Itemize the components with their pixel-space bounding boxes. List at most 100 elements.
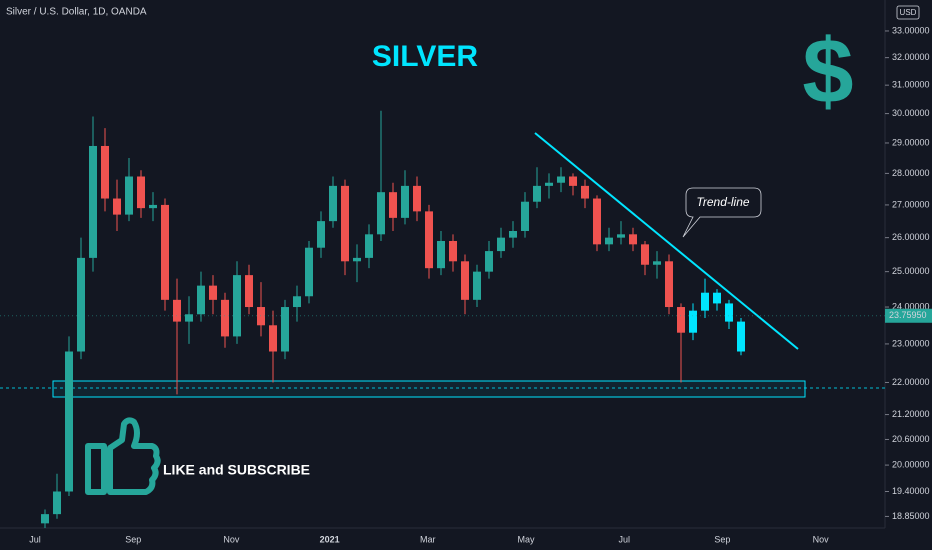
candle-body	[701, 292, 709, 311]
y-tick-label: 27.00000	[892, 199, 930, 209]
candle-body	[389, 192, 397, 218]
candle-body	[353, 257, 361, 262]
x-tick-label: May	[517, 534, 535, 544]
x-tick-label: Mar	[420, 534, 436, 544]
candle-body	[221, 299, 229, 337]
candle-body	[377, 192, 385, 235]
candle-body	[437, 240, 445, 269]
candle-body	[641, 244, 649, 265]
candle-body	[317, 221, 325, 248]
y-tick-label: 28.00000	[892, 168, 930, 178]
y-tick-label: 33.00000	[892, 25, 930, 35]
candle-body	[413, 185, 421, 212]
last-price-label: 23.75950	[889, 310, 927, 320]
candle-body	[125, 176, 133, 215]
candle-body	[677, 307, 685, 333]
candle-body	[77, 257, 85, 352]
candle-body	[497, 237, 505, 252]
currency-label: USD	[900, 8, 917, 17]
candle-body	[725, 303, 733, 322]
candle-body	[89, 145, 97, 258]
candle-body	[185, 314, 193, 322]
candle-body	[713, 292, 721, 304]
x-tick-label: Jul	[618, 534, 630, 544]
candle-body	[245, 275, 253, 308]
candle-body	[41, 514, 49, 524]
candle-body	[365, 234, 373, 258]
trend-line-label: Trend-line	[696, 195, 749, 209]
dollar-icon: $	[802, 20, 853, 122]
y-tick-label: 20.60000	[892, 434, 930, 444]
y-tick-label: 31.00000	[892, 80, 930, 90]
x-tick-label: 2021	[320, 534, 340, 544]
y-tick-label: 29.00000	[892, 137, 930, 147]
symbol-header: Silver / U.S. Dollar, 1D, OANDA	[6, 7, 147, 18]
callout-box	[682, 187, 762, 238]
candle-body	[329, 185, 337, 222]
candle-body	[665, 261, 673, 308]
plot: 33.00000 32.00000 31.00000 30.00000 29.00000…	[0, 25, 932, 544]
candle-body	[137, 176, 145, 209]
candle-body	[593, 198, 601, 245]
y-tick-label: 25.00000	[892, 266, 930, 276]
thumb-hand	[107, 417, 161, 495]
candle-body	[557, 176, 565, 183]
candle-body	[629, 234, 637, 245]
candle-body	[569, 176, 577, 186]
y-tick-label: 20.00000	[892, 459, 930, 469]
subscribe-text: LIKE and SUBSCRIBE	[163, 462, 310, 478]
candle-body	[449, 240, 457, 262]
candle-body	[149, 204, 157, 209]
candle-body	[305, 247, 313, 297]
candle-body	[581, 185, 589, 199]
y-tick-label: 21.20000	[892, 409, 930, 419]
trend-line	[534, 132, 799, 350]
y-tick-label: 32.00000	[892, 52, 930, 62]
x-tick-label: Nov	[813, 534, 830, 544]
chart-title: SILVER	[372, 40, 478, 73]
candle-body	[545, 182, 553, 186]
x-tick-label: Sep	[714, 534, 730, 544]
thumb-cuff	[85, 443, 107, 495]
candle-body	[293, 296, 301, 308]
candle-body	[281, 307, 289, 352]
candle-body	[425, 211, 433, 269]
y-tick-label: 23.00000	[892, 338, 930, 348]
candle-body	[485, 251, 493, 272]
candle-body	[689, 310, 697, 333]
candle-body	[473, 271, 481, 300]
candle-body	[197, 285, 205, 315]
thumbs-up-icon	[85, 417, 161, 495]
currency-badge	[896, 5, 920, 20]
support-zone	[52, 380, 806, 398]
candle-body	[401, 185, 409, 218]
y-tick-label: 30.00000	[892, 108, 930, 118]
candle-body	[101, 145, 109, 199]
x-tick-label: Nov	[223, 534, 240, 544]
candle-body	[509, 231, 517, 238]
candle-body	[269, 325, 277, 352]
candle-body	[461, 261, 469, 300]
candle-body	[737, 321, 745, 352]
candle-body	[233, 275, 241, 337]
y-tick-label: 18.85000	[892, 511, 930, 521]
x-tick-label: Jul	[29, 534, 41, 544]
candle-body	[653, 261, 661, 265]
y-tick-label: 22.00000	[892, 377, 930, 387]
y-tick-label: 24.00000	[892, 301, 930, 311]
candle-body	[533, 185, 541, 202]
candle-body	[65, 351, 73, 492]
candle-body	[521, 201, 529, 232]
x-tick-label: Sep	[125, 534, 141, 544]
candle-body	[209, 285, 217, 300]
candle-body	[617, 234, 625, 238]
candle-body	[605, 237, 613, 245]
y-tick-label: 26.00000	[892, 232, 930, 242]
candle-body	[53, 491, 61, 515]
y-tick-label: 19.40000	[892, 486, 930, 496]
candle-body	[161, 204, 169, 300]
candle-body	[173, 299, 181, 322]
candle-body	[341, 185, 349, 262]
candle-body	[113, 198, 121, 215]
